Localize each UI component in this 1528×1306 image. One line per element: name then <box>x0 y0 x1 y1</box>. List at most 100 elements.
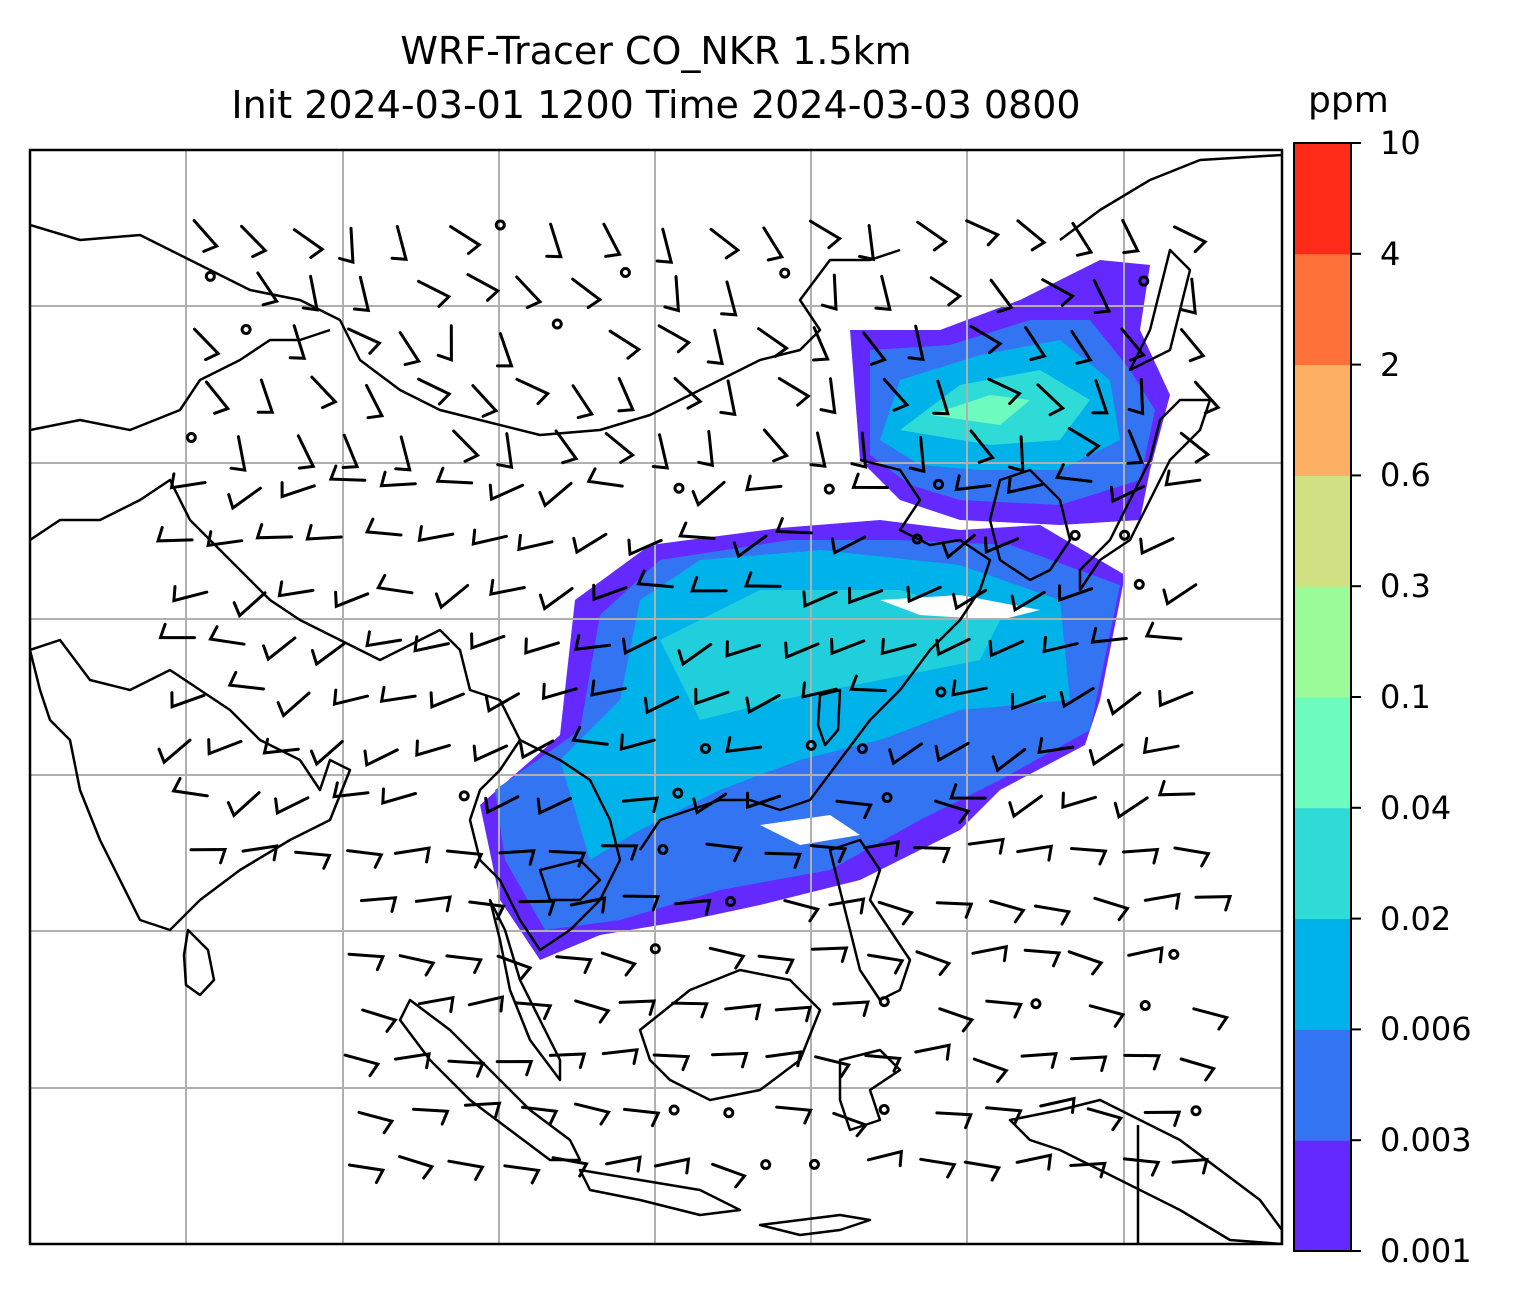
wind-barbs <box>156 218 1233 1189</box>
wind-barb <box>919 1157 957 1179</box>
wind-barb <box>555 955 593 974</box>
wind-barb <box>363 748 399 768</box>
wind-barb <box>434 584 470 610</box>
calm-wind-marker <box>1168 948 1180 960</box>
wind-barb <box>357 1110 395 1135</box>
wind-barb <box>1070 329 1093 365</box>
wind-barb <box>1113 796 1149 820</box>
wind-barb <box>1120 327 1146 362</box>
wind-barb <box>914 1043 951 1061</box>
wind-barb <box>1139 537 1175 556</box>
wind-barb <box>622 636 658 656</box>
wind-barb <box>255 523 293 540</box>
wind-barb <box>809 844 848 864</box>
wind-barb <box>1092 278 1112 315</box>
colorbar-segment <box>1294 1029 1351 1141</box>
wind-barb <box>621 796 660 814</box>
wind-barb <box>517 533 554 552</box>
wind-barb <box>709 227 741 260</box>
wind-barb <box>1179 1057 1217 1082</box>
wind-barb <box>414 895 452 913</box>
wind-barb <box>365 630 403 648</box>
wind-barb <box>1033 904 1072 926</box>
wind-barb <box>484 692 520 714</box>
wind-barb <box>470 632 506 651</box>
wind-barb <box>538 587 574 611</box>
wind-barb <box>985 1106 1023 1126</box>
colorbar-tick-label: 0.6 <box>1380 456 1431 495</box>
wind-barb <box>988 639 1024 658</box>
tracer-level-0.02 <box>660 590 1000 720</box>
wind-barb <box>711 1162 747 1189</box>
wind-barb <box>949 783 987 800</box>
coastline-timor <box>758 1213 872 1237</box>
wind-barb <box>375 573 414 595</box>
wind-barb <box>863 840 901 858</box>
wind-barb <box>1061 791 1097 810</box>
wind-barb <box>697 430 715 468</box>
wind-barb <box>934 799 971 824</box>
chart-title-line1: WRF-Tracer CO_NKR 1.5km <box>400 29 912 73</box>
wind-barb <box>858 224 876 262</box>
wind-barb <box>1008 794 1043 819</box>
wind-barb <box>193 327 221 362</box>
wind-barb <box>1123 1053 1161 1071</box>
wind-barb <box>783 899 821 923</box>
wind-barb <box>745 694 781 715</box>
wind-barb <box>390 224 408 261</box>
calm-wind-marker <box>1190 1105 1202 1117</box>
coastline-new-guinea <box>1008 1098 1282 1244</box>
wind-barb <box>310 642 346 667</box>
wind-barb <box>1016 844 1054 862</box>
wind-barb <box>364 517 403 537</box>
wind-barb <box>447 1059 485 1078</box>
wind-barb <box>572 532 608 555</box>
wind-barb <box>810 946 849 963</box>
wind-barb <box>935 637 971 657</box>
wind-barb <box>256 271 280 307</box>
wind-barb <box>394 435 412 472</box>
wind-barb <box>262 737 300 755</box>
colorbar-segment <box>1294 475 1351 587</box>
wind-barb <box>519 739 555 760</box>
wind-barb <box>1109 484 1146 504</box>
wind-barb <box>929 276 963 307</box>
calm-wind-marker <box>657 843 669 855</box>
wind-barb <box>1127 377 1145 416</box>
wind-barb <box>1142 736 1180 755</box>
wind-barb <box>189 847 228 865</box>
calm-wind-marker <box>760 1159 772 1171</box>
calm-wind-marker <box>668 1104 680 1116</box>
wind-barb <box>775 1105 813 1125</box>
wind-barb <box>1058 584 1094 603</box>
wind-barb <box>518 899 556 916</box>
wind-barb <box>1121 218 1140 255</box>
wind-barb <box>1020 1052 1058 1069</box>
wind-barb <box>652 1053 691 1072</box>
wind-barb <box>617 377 636 413</box>
wind-barb <box>590 679 627 697</box>
wind-barb <box>1010 590 1046 613</box>
wind-barb <box>985 999 1023 1019</box>
wind-barb <box>571 726 609 746</box>
wind-barb <box>819 377 837 415</box>
wind-barb <box>352 275 371 313</box>
wind-barb <box>463 1101 502 1119</box>
calm-wind-marker <box>856 743 868 755</box>
wind-barb <box>965 219 1001 247</box>
wind-barb <box>347 952 386 972</box>
calm-wind-marker <box>551 318 563 330</box>
colorbar-tick-label: 0.02 <box>1380 899 1452 938</box>
wind-barb <box>913 846 951 864</box>
colorbar-segment <box>1294 253 1351 366</box>
wind-barb <box>1126 429 1145 465</box>
wind-barb <box>280 481 316 499</box>
tracer-plume-ne-0.04 <box>930 395 1030 425</box>
wind-barb <box>802 590 838 609</box>
wind-barb <box>292 228 325 259</box>
wind-barb <box>831 535 867 555</box>
wind-barb <box>276 691 311 719</box>
wind-barb <box>1070 847 1108 866</box>
wind-barb <box>334 590 370 609</box>
wind-barb <box>1070 1055 1108 1072</box>
